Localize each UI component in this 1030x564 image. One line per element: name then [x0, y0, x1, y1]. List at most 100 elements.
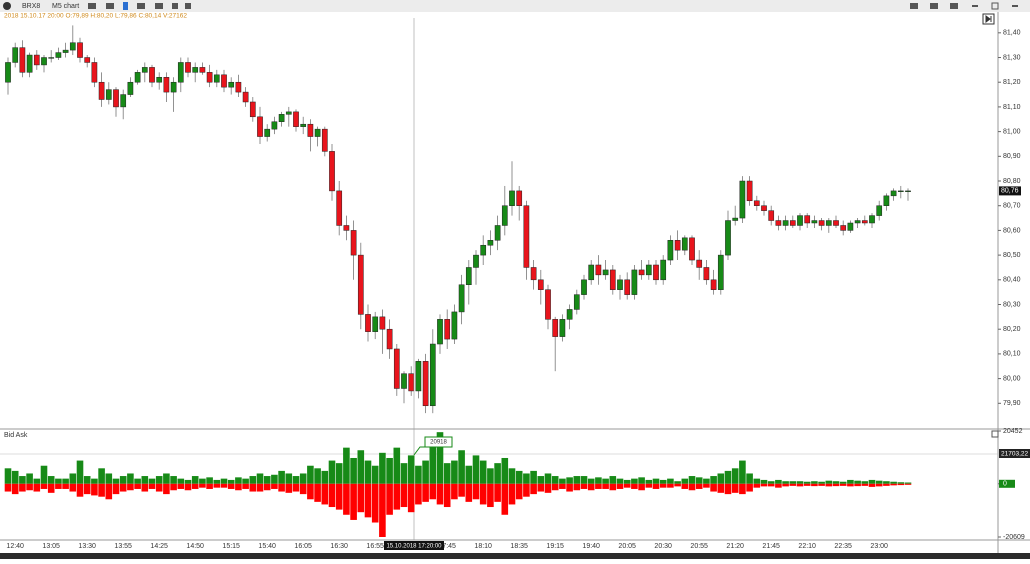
candle-body: [285, 111, 292, 115]
candle-body: [581, 279, 587, 295]
volume-bar: [883, 481, 890, 484]
x-tick-label: 14:25: [150, 543, 168, 550]
volume-bar: [782, 483, 789, 487]
candle-body: [278, 114, 285, 122]
candle-body: [789, 220, 796, 226]
tool-icon[interactable]: [137, 3, 145, 9]
candle-body: [660, 259, 667, 281]
volume-bar: [818, 483, 825, 486]
candle-body: [336, 190, 343, 226]
volume-bar: [314, 483, 321, 502]
candle-body: [861, 220, 868, 224]
y-tick-label: 80,60: [1003, 227, 1021, 234]
volume-bar: [818, 481, 825, 484]
candle-body: [249, 101, 256, 118]
tool-icon[interactable]: [950, 3, 958, 9]
volume-bar: [847, 479, 854, 484]
volume-bar: [551, 483, 559, 491]
tooltip-value: 20918: [430, 440, 447, 446]
candle-body: [732, 217, 739, 221]
candle-body: [840, 225, 847, 231]
tool-icon[interactable]: [123, 2, 128, 10]
volume-bar: [299, 483, 307, 495]
maximize[interactable]: [991, 2, 999, 10]
crosshair-time: 15.10.2018 17:20:00: [386, 544, 442, 550]
volume-bar: [465, 465, 473, 484]
volume-bar: [659, 483, 667, 488]
volume-bar: [429, 445, 437, 484]
candle-body: [588, 264, 595, 281]
volume-bar: [803, 481, 811, 484]
volume-bar: [631, 483, 638, 489]
y-tick-label: 80,20: [1003, 326, 1021, 333]
close[interactable]: [1012, 5, 1018, 7]
volume-bar: [206, 477, 213, 484]
candle-body: [595, 264, 602, 276]
candle-body: [761, 205, 767, 211]
candle-body: [206, 72, 213, 83]
volume-bar: [494, 483, 501, 502]
volume-bar: [436, 483, 444, 505]
volume-bar: [119, 476, 127, 484]
volume-bar: [731, 483, 739, 493]
candle-body: [199, 67, 206, 73]
volume-bar: [479, 483, 487, 505]
candle-body: [739, 180, 746, 219]
volume-bar: [472, 455, 480, 484]
timeframe[interactable]: M5 chart: [52, 3, 79, 10]
volume-bar: [33, 478, 41, 484]
tool-icon[interactable]: [930, 3, 938, 9]
volume-bar: [616, 478, 624, 484]
volume-bar: [537, 483, 545, 492]
x-tick-label: 12:40: [6, 543, 24, 550]
tool-icon[interactable]: [910, 3, 918, 9]
candle-body: [746, 180, 753, 202]
volume-bar: [796, 481, 804, 484]
candle-body: [48, 57, 55, 59]
volume-bar: [465, 483, 473, 502]
volume-bar: [544, 483, 552, 493]
candle-body: [638, 269, 645, 276]
volume-bar: [400, 463, 408, 484]
tool-icon[interactable]: [88, 3, 96, 9]
volume-bar: [26, 483, 33, 491]
volume-bar: [760, 479, 768, 484]
volume-bar: [278, 470, 285, 484]
logo[interactable]: [3, 2, 11, 10]
candle-body: [516, 190, 523, 206]
volume-bar: [724, 483, 732, 495]
candle-body: [350, 230, 357, 256]
volume-bar: [26, 473, 33, 484]
volume-bar: [551, 476, 559, 484]
volume-bar: [559, 478, 566, 484]
volume-bar: [285, 473, 293, 484]
volume-bar: [767, 483, 775, 487]
candle-body: [228, 81, 235, 88]
volume-bar: [393, 447, 401, 484]
candle-body: [624, 279, 631, 295]
volume-bar: [220, 483, 228, 488]
tool-icon[interactable]: [185, 3, 191, 9]
tool-icon[interactable]: [172, 3, 178, 9]
x-tick-label: 22:10: [798, 543, 816, 550]
symbol[interactable]: BRX8: [22, 3, 40, 10]
minimize[interactable]: [972, 5, 978, 7]
candle-body: [696, 259, 703, 268]
candle-body: [890, 190, 897, 197]
candle-body: [811, 220, 818, 224]
volume-bar: [839, 481, 847, 484]
candle-body: [379, 316, 386, 330]
candle-body: [12, 47, 19, 63]
candle-body: [293, 111, 299, 127]
volume-bar: [227, 479, 235, 484]
volume-bar: [271, 483, 278, 489]
panel-button[interactable]: [991, 430, 999, 438]
tool-icon[interactable]: [106, 3, 114, 9]
volume-bar: [19, 476, 26, 484]
tool-icon[interactable]: [155, 3, 163, 9]
candle-body: [393, 348, 400, 389]
volume-bar: [868, 479, 876, 484]
x-tick-label: 21:20: [726, 543, 744, 550]
candle-body: [372, 316, 379, 332]
